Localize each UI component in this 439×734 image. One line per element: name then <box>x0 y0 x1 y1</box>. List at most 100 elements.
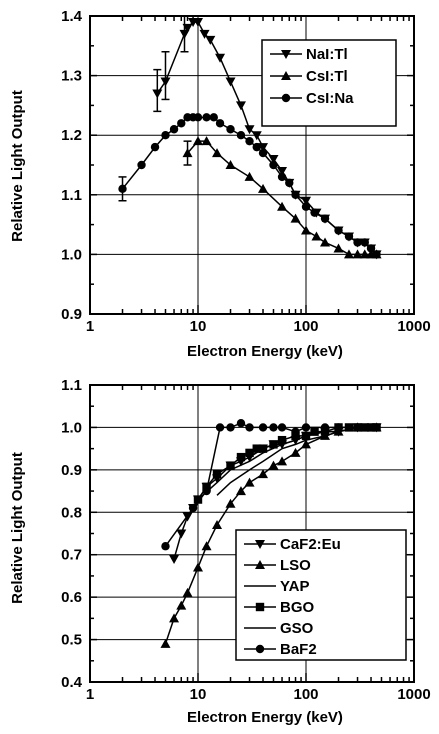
data-point <box>320 214 330 223</box>
data-point <box>215 53 226 63</box>
light-output-chart-bottom: Electron Energy (keV) Relative Light Out… <box>9 377 431 726</box>
data-point <box>193 17 203 27</box>
data-point <box>334 226 343 235</box>
data-point <box>277 423 287 432</box>
x-tick-label: 10 <box>190 686 207 703</box>
data-point <box>277 456 288 466</box>
data-point <box>258 183 269 193</box>
legend-item: CsI:Tl <box>270 68 348 85</box>
legend-label: CsI:Na <box>306 90 354 107</box>
data-point <box>205 35 216 45</box>
data-point <box>176 529 187 539</box>
legend-swatch-marker <box>255 560 265 569</box>
series <box>161 418 381 551</box>
series <box>182 136 382 259</box>
data-point <box>333 243 344 253</box>
data-point <box>268 155 279 165</box>
data-point <box>258 444 268 453</box>
x-axis-title: Electron Energy (keV) <box>187 709 343 726</box>
data-point <box>236 418 246 428</box>
y-tick-label: 1.2 <box>61 127 82 144</box>
data-point <box>245 448 254 458</box>
data-point <box>226 461 235 470</box>
data-point <box>268 460 279 470</box>
data-point <box>344 232 354 241</box>
data-point <box>226 423 235 432</box>
data-point <box>334 423 343 432</box>
data-point <box>244 171 255 181</box>
legend: NaI:Tl CsI:Tl CsI:Na <box>261 39 397 127</box>
plot-frame <box>89 15 415 315</box>
data-point <box>301 202 311 211</box>
data-point <box>291 427 300 436</box>
y-tick-label: 0.9 <box>61 306 82 323</box>
data-point <box>353 423 362 432</box>
data-point <box>201 541 212 551</box>
data-point <box>360 238 369 247</box>
legend-item: BaF2 <box>244 641 317 658</box>
x-tick-label: 1000 <box>397 686 430 703</box>
data-point <box>202 486 211 496</box>
data-point <box>244 125 255 135</box>
error-bars <box>118 15 192 202</box>
data-point <box>359 249 370 259</box>
data-point <box>352 249 363 259</box>
data-point <box>301 225 311 235</box>
data-point <box>212 520 223 530</box>
legend-item: CaF2:Eu <box>244 536 341 553</box>
data-point <box>269 160 278 170</box>
data-point <box>258 148 268 158</box>
y-tick-label: 0.8 <box>61 504 82 521</box>
data-point <box>201 136 212 146</box>
data-point <box>193 495 203 504</box>
data-point <box>215 423 225 432</box>
data-point <box>310 427 319 436</box>
data-point <box>169 554 180 564</box>
y-tick-label: 1.3 <box>61 68 82 85</box>
legend-swatch-marker <box>255 644 265 654</box>
data-point <box>161 131 170 140</box>
legend-item: NaI:Tl <box>270 46 348 63</box>
y-tick-label: 1.1 <box>61 377 82 394</box>
data-point <box>244 477 255 487</box>
data-point <box>258 469 269 479</box>
data-point <box>176 600 187 610</box>
data-point <box>202 482 211 492</box>
light-output-chart-top: Electron Energy (keV) Relative Light Out… <box>9 8 431 360</box>
y-axis-title: Relative Light Output <box>9 90 26 242</box>
data-point <box>160 638 171 648</box>
plot-frame <box>89 384 415 683</box>
series-line <box>164 422 377 547</box>
series-line <box>216 426 377 496</box>
series-group <box>160 418 382 648</box>
data-point <box>353 238 362 247</box>
data-point <box>320 423 330 432</box>
data-point <box>161 542 170 551</box>
y-tick-label: 1.0 <box>61 419 82 436</box>
legend-box <box>235 529 407 661</box>
legend-label: BaF2 <box>280 641 317 658</box>
data-point <box>269 423 278 432</box>
data-point <box>212 469 222 479</box>
x-tick-label: 100 <box>293 318 318 335</box>
legend-label: NaI:Tl <box>306 46 348 63</box>
data-point <box>285 178 294 188</box>
legend-label: BGO <box>280 599 315 616</box>
y-tick-label: 0.6 <box>61 589 82 606</box>
data-point <box>236 452 246 462</box>
data-point <box>311 231 322 241</box>
data-point <box>301 196 311 206</box>
data-point <box>169 125 179 134</box>
data-point <box>137 160 146 170</box>
data-point <box>291 431 300 441</box>
data-point <box>177 119 186 128</box>
data-point <box>251 131 262 141</box>
data-point <box>277 435 287 445</box>
legend-item: BGO <box>244 599 315 616</box>
data-point <box>235 101 246 111</box>
series <box>118 113 381 259</box>
legend-swatch-marker <box>255 540 265 549</box>
legend-label: GSO <box>280 620 314 637</box>
legend-label: YAP <box>280 578 309 595</box>
legend-swatch-marker <box>255 602 265 612</box>
